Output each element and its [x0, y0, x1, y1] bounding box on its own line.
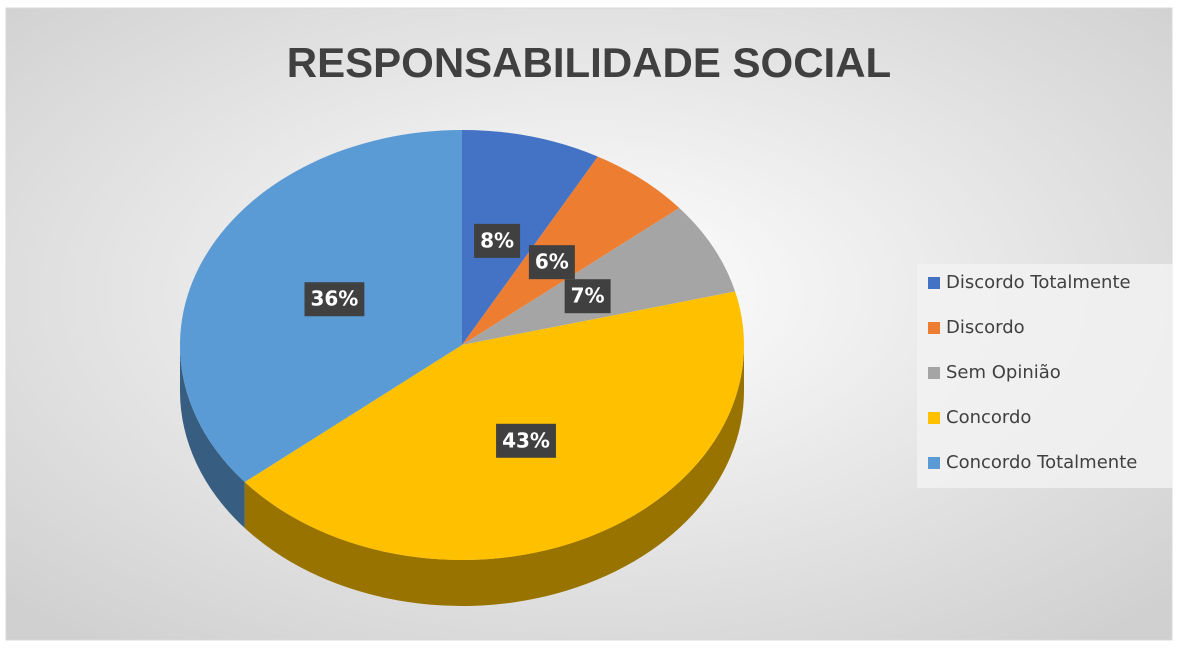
legend-swatch — [928, 367, 940, 379]
legend-label: Concordo — [946, 407, 1031, 428]
slice — [462, 130, 598, 345]
data-label: 6% — [535, 250, 569, 274]
legend-swatch — [928, 412, 940, 424]
legend: Discordo Totalmente Discordo Sem Opinião Co… — [928, 272, 1137, 473]
legend-swatch — [928, 457, 940, 469]
slice-side — [244, 345, 744, 606]
data-label-box — [564, 279, 611, 314]
legend-swatch — [928, 322, 940, 334]
legend-label: Sem Opinião — [946, 362, 1061, 383]
data-label: 8% — [480, 228, 514, 252]
data-label-box — [474, 223, 521, 258]
data-label: 7% — [571, 284, 605, 308]
slice-side — [180, 345, 245, 529]
data-label-box — [304, 282, 365, 317]
legend-label: Discordo — [946, 317, 1025, 338]
data-labels: 8% 6%7% 43% 36% — [304, 223, 611, 458]
slice — [462, 207, 736, 345]
legend-label: Concordo Totalmente — [946, 452, 1137, 473]
chart-title: RESPONSABILIDADE SOCIAL — [287, 39, 891, 86]
data-label: 36% — [310, 287, 358, 311]
legend-box — [917, 264, 1173, 488]
legend-label: Discordo Totalmente — [946, 272, 1131, 293]
slice — [244, 291, 744, 560]
data-label-box — [528, 245, 575, 280]
data-label-box — [496, 423, 556, 458]
legend-swatch — [928, 277, 940, 289]
data-label: 43% — [502, 428, 550, 452]
pie — [180, 130, 744, 606]
